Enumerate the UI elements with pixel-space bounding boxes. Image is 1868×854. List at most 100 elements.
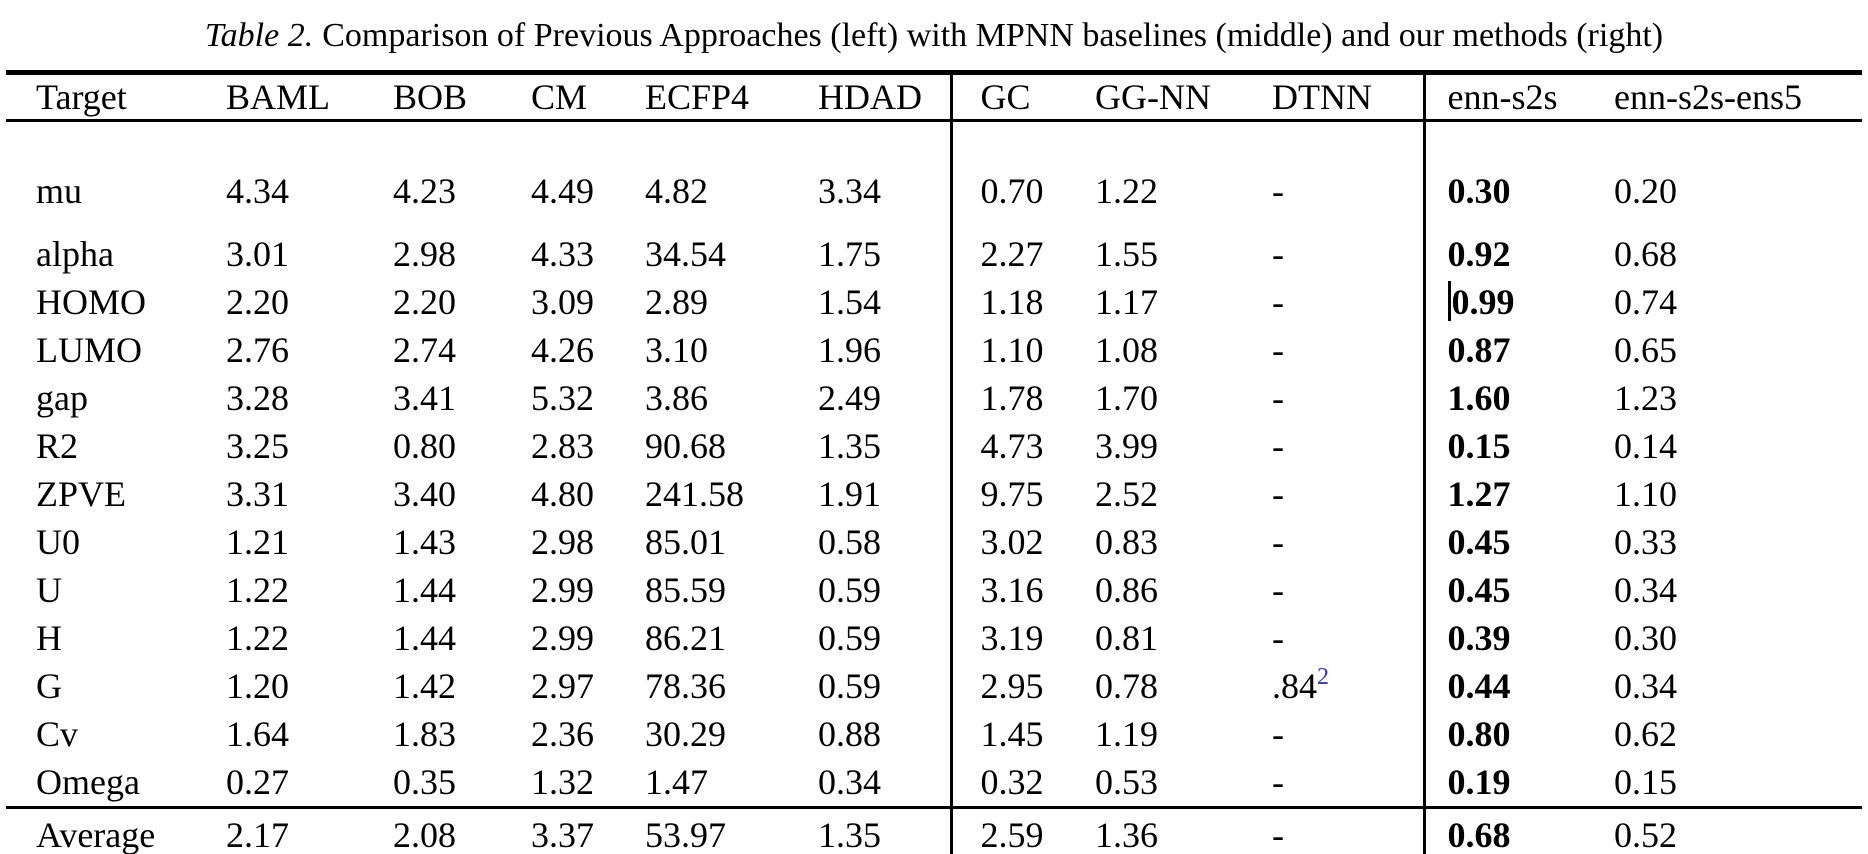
table-cell: 1.22 [226,570,289,610]
table-cell: 2.99 [531,618,594,658]
row-label: alpha [36,234,114,274]
table-cell: 3.09 [531,282,594,322]
table-cell: 1.35 [818,426,881,466]
row-label: HOMO [36,282,147,322]
table-cell: 1.35 [818,806,951,854]
table-cell: 2.59 [949,806,1095,854]
row-label: Average [6,806,226,854]
table-cell: 4.34 [226,171,289,211]
table-cell: 0.83 [1095,522,1158,562]
table-cell: 1.10 [1614,474,1677,514]
table-cell: 2.74 [393,330,456,370]
table-cell: 1.22 [1095,171,1158,211]
table-cell: 1.45 [949,710,1095,758]
table-cell: - [1272,171,1284,211]
table-cell: 1.60 [1422,374,1614,422]
row-label: Cv [36,714,79,754]
data-row-u0: U0 1.21 1.43 2.98 85.01 0.58 3.02 0.83 - 0.45 0.33 [6,518,1862,566]
row-label: Omega [36,762,140,802]
table-cell: 1.75 [818,234,881,274]
data-row-g: G 1.20 1.42 2.97 78.36 0.59 2.95 0.78 .842 0.44 0.… [6,662,1862,710]
table-cell: 2.20 [393,282,456,322]
table-cell: 4.23 [393,171,456,211]
table-cell: 1.23 [1614,378,1677,418]
table-cell: 2.98 [531,522,594,562]
table-cell: - [1272,474,1284,514]
table-cell: 0.58 [818,522,881,562]
table-cell: 0.34 [1614,666,1677,706]
table-cell: .842 [1272,664,1329,706]
table-cell: 3.10 [645,330,708,370]
text-caret-artifact [1447,281,1451,321]
table-cell: 0.65 [1614,330,1677,370]
table-cell: - [1272,330,1284,370]
table-cell: 0.35 [393,762,456,802]
data-row-r2: R2 3.25 0.80 2.83 90.68 1.35 4.73 3.99 - 0.15 0.14 [6,422,1862,470]
table-cell: 0.34 [818,762,881,802]
table-cell: 90.68 [645,426,726,466]
row-label: U0 [36,522,80,562]
table-cell: - [1272,426,1284,466]
table-cell: 1.78 [949,374,1095,422]
row-label: ZPVE [36,474,126,514]
data-row-lumo: LUMO 2.76 2.74 4.26 3.10 1.96 1.10 1.08 - 0.87 0.6… [6,326,1862,374]
table-cell: 5.32 [531,378,594,418]
table-cell: 1.18 [949,278,1095,326]
table-cell: 0.32 [949,758,1095,808]
table-cell: 0.19 [1422,758,1614,808]
caption-text: Comparison of Previous Approaches (left)… [322,17,1664,54]
table-cell: 1.08 [1095,330,1158,370]
data-row-u: U 1.22 1.44 2.99 85.59 0.59 3.16 0.86 - 0.45 0.34 [6,566,1862,614]
column-header-dtnn: DTNN [1252,72,1424,122]
table-cell: 1.44 [393,618,456,658]
table-cell: 1.32 [531,762,594,802]
table-cell: 1.83 [393,714,456,754]
column-header-ecfp4: ECFP4 [645,72,818,122]
table-cell: 1.21 [226,522,289,562]
table-cell: 1.20 [226,666,289,706]
table-cell: 0.15 [1422,422,1614,470]
table-cell: 34.54 [645,234,726,274]
table-cell: - [1272,234,1284,274]
data-row-omega: Omega 0.27 0.35 1.32 1.47 0.34 0.32 0.53 - 0.19 0.… [6,758,1862,808]
table-cell: 0.80 [1422,710,1614,758]
table-cell: 0.39 [1422,614,1614,662]
table-cell: 4.80 [531,474,594,514]
results-table: Target BAML BOB CM ECFP4 HDAD GC GG-NN DTNN enn-s… [6,70,1862,854]
table-cell: - [1272,618,1284,658]
table-cell: 0.30 [1422,120,1614,230]
column-header-gg-nn: GG-NN [1095,72,1252,122]
table-cell: 0.45 [1422,566,1614,614]
table-cell: 2.27 [949,230,1095,278]
table-cell: 53.97 [645,806,818,854]
table-cell: 2.99 [531,570,594,610]
footnote-reference[interactable]: 2 [1317,664,1329,690]
row-label: mu [36,171,83,211]
table-cell: 9.75 [949,470,1095,518]
table-cell: 3.31 [226,474,289,514]
table-cell: 3.41 [393,378,456,418]
table-cell: 30.29 [645,714,726,754]
data-row-zpve: ZPVE 3.31 3.40 4.80 241.58 1.91 9.75 2.52 - 1.27 1… [6,470,1862,518]
table-cell: 0.27 [226,762,289,802]
table-cell: 2.76 [226,330,289,370]
table-cell: 0.86 [1095,570,1158,610]
column-header-gc: GC [949,72,1095,122]
table-cell: 3.40 [393,474,456,514]
table-cell: 1.42 [393,666,456,706]
table-cell: 1.36 [1095,806,1252,854]
table-cell: 2.49 [818,378,881,418]
table-body: mu 4.34 4.23 4.49 4.82 3.34 0.70 1.22-0.30 0.20 a… [6,120,1862,854]
table-cell: 1.91 [818,474,881,514]
table-cell: 0.59 [818,618,881,658]
table-cell: 2.52 [1095,474,1158,514]
table-cell: 1.47 [645,762,708,802]
table-cell: 1.22 [226,618,289,658]
table-cell: 4.73 [949,422,1095,470]
column-header-hdad: HDAD [818,72,951,122]
table-caption: Table 2. Comparison of Previous Approache… [0,0,1868,70]
data-row-gap: gap 3.28 3.41 5.32 3.86 2.49 1.78 1.70 - 1.60 1.23 [6,374,1862,422]
table-cell: 1.54 [818,282,881,322]
table-cell: 0.59 [818,570,881,610]
column-header-bob: BOB [393,72,531,122]
